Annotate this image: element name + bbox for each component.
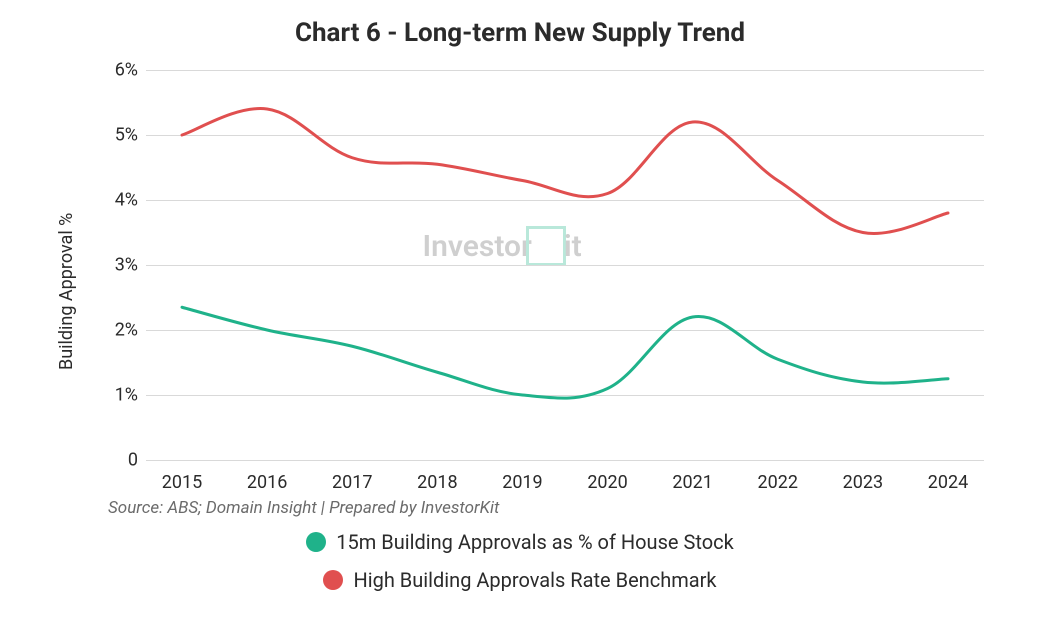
y-tick-label: 1%: [98, 385, 138, 406]
gridline: [146, 460, 984, 461]
plot-area: Investor it 01%2%3%4%5%6% 20152016201720…: [146, 70, 984, 460]
y-axis-label: Building Approval %: [56, 213, 77, 370]
legend-item: High Building Approvals Rate Benchmark: [323, 568, 716, 592]
chart-container: Chart 6 - Long-term New Supply Trend Bui…: [0, 0, 1040, 640]
x-tick-label: 2019: [502, 472, 542, 493]
legend-label: High Building Approvals Rate Benchmark: [353, 568, 716, 592]
x-tick-label: 2023: [843, 472, 883, 493]
x-tick-label: 2022: [758, 472, 798, 493]
source-text: Source: ABS; Domain Insight | Prepared b…: [108, 498, 499, 518]
chart-title: Chart 6 - Long-term New Supply Trend: [0, 18, 1040, 48]
y-tick-label: 6%: [98, 60, 138, 81]
legend-dot-icon: [323, 570, 343, 590]
x-tick-label: 2021: [672, 472, 712, 493]
legend: 15m Building Approvals as % of House Sto…: [0, 530, 1040, 592]
x-tick-label: 2015: [162, 472, 202, 493]
y-tick-label: 2%: [98, 320, 138, 341]
series-svg: [146, 70, 984, 460]
y-tick-label: 4%: [98, 190, 138, 211]
y-tick-label: 5%: [98, 125, 138, 146]
x-tick-label: 2016: [247, 472, 287, 493]
legend-item: 15m Building Approvals as % of House Sto…: [306, 530, 733, 554]
x-tick-label: 2018: [417, 472, 457, 493]
legend-dot-icon: [306, 532, 326, 552]
y-tick-label: 3%: [98, 255, 138, 276]
y-tick-label: 0: [98, 450, 138, 471]
x-tick-label: 2020: [587, 472, 627, 493]
legend-label: 15m Building Approvals as % of House Sto…: [336, 530, 733, 554]
series-line: [182, 307, 948, 398]
series-line: [182, 109, 948, 234]
x-tick-label: 2024: [928, 472, 968, 493]
x-tick-label: 2017: [332, 472, 372, 493]
